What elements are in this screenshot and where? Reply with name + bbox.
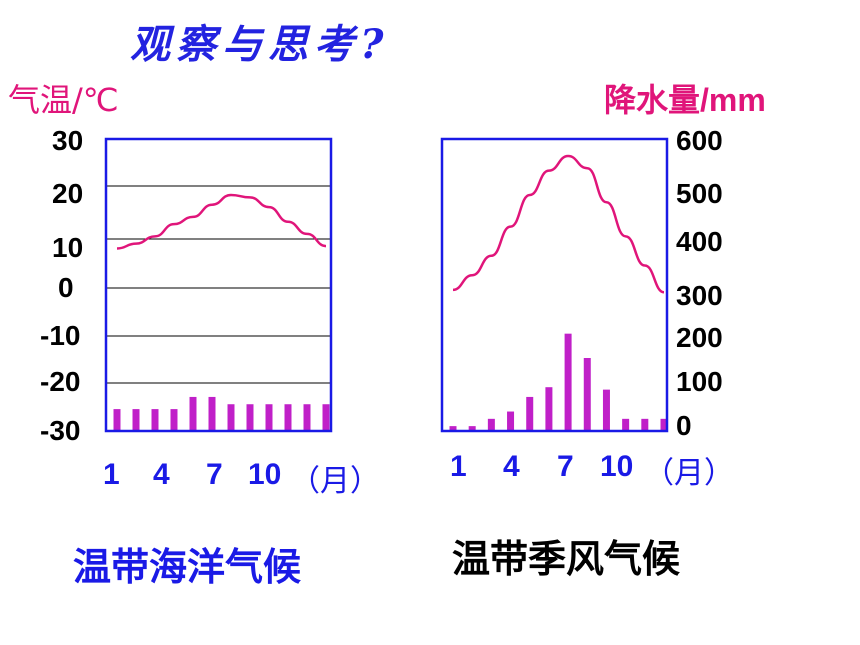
page-title: 观察与思考? xyxy=(130,21,390,68)
right-precip-bar xyxy=(622,418,630,431)
left-precip-bar xyxy=(189,396,197,431)
left-y-tick: 30 xyxy=(52,125,84,156)
right-y-tick: 300 xyxy=(676,280,723,311)
right-precip-bar xyxy=(564,333,572,431)
right-temperature-line xyxy=(452,154,665,294)
left-y-tick: -10 xyxy=(40,320,81,351)
left-precip-bar xyxy=(303,404,311,431)
right-precip-bar xyxy=(507,411,515,431)
right-precip-bar xyxy=(545,387,553,431)
right-month-suffix: （月） xyxy=(644,456,734,491)
left-y-tick: 0 xyxy=(58,272,74,303)
left-y-tick: 10 xyxy=(52,232,84,263)
precipitation-axis-label: 降水量/mm xyxy=(604,82,766,118)
left-y-tick: -20 xyxy=(40,366,81,397)
left-y-tick: -30 xyxy=(40,415,81,446)
right-month-tick: 7 xyxy=(557,450,574,483)
right-precip-bar xyxy=(449,426,457,431)
left-precip-bar xyxy=(246,404,254,431)
right-precip-bar xyxy=(602,389,610,431)
right-precip-bar xyxy=(526,396,534,431)
right-month-tick: 4 xyxy=(503,450,520,483)
temperature-axis-label: 气温/℃ xyxy=(8,81,119,119)
left-chart-caption: 温带海洋气候 xyxy=(73,545,302,589)
right-precip-bar xyxy=(641,418,649,431)
left-plot-frame xyxy=(104,137,333,433)
right-plot-frame xyxy=(440,137,669,433)
right-y-tick: 100 xyxy=(676,366,723,397)
right-precip-bar xyxy=(487,418,495,431)
left-precip-bar xyxy=(170,409,178,431)
right-y-tick: 500 xyxy=(676,178,723,209)
right-month-tick: 10 xyxy=(600,450,634,483)
left-precip-bar xyxy=(322,404,330,431)
right-precip-bar xyxy=(583,358,591,431)
left-month-tick: 7 xyxy=(206,458,223,491)
right-y-tick: 400 xyxy=(676,226,723,257)
right-precip-bar xyxy=(660,418,668,431)
left-precip-bar xyxy=(208,396,216,431)
right-y-tick: 200 xyxy=(676,322,723,353)
left-temperature-line xyxy=(116,193,327,250)
right-chart-caption: 温带季风气候 xyxy=(452,537,681,581)
left-month-tick: 10 xyxy=(248,458,282,491)
left-precip-bar xyxy=(132,409,140,431)
left-month-tick: 1 xyxy=(103,458,120,491)
left-precip-bar xyxy=(227,404,235,431)
right-y-tick: 0 xyxy=(676,410,692,441)
right-y-tick: 600 xyxy=(676,125,723,156)
left-precip-bar xyxy=(284,404,292,431)
left-y-tick: 20 xyxy=(52,178,84,209)
left-month-tick: 4 xyxy=(153,458,170,491)
left-precip-bar xyxy=(265,404,273,431)
right-month-tick: 1 xyxy=(450,450,467,483)
right-precip-bar xyxy=(468,426,476,431)
left-precip-bar xyxy=(113,409,121,431)
left-month-suffix: （月） xyxy=(290,464,380,499)
left-precip-bar xyxy=(151,409,159,431)
